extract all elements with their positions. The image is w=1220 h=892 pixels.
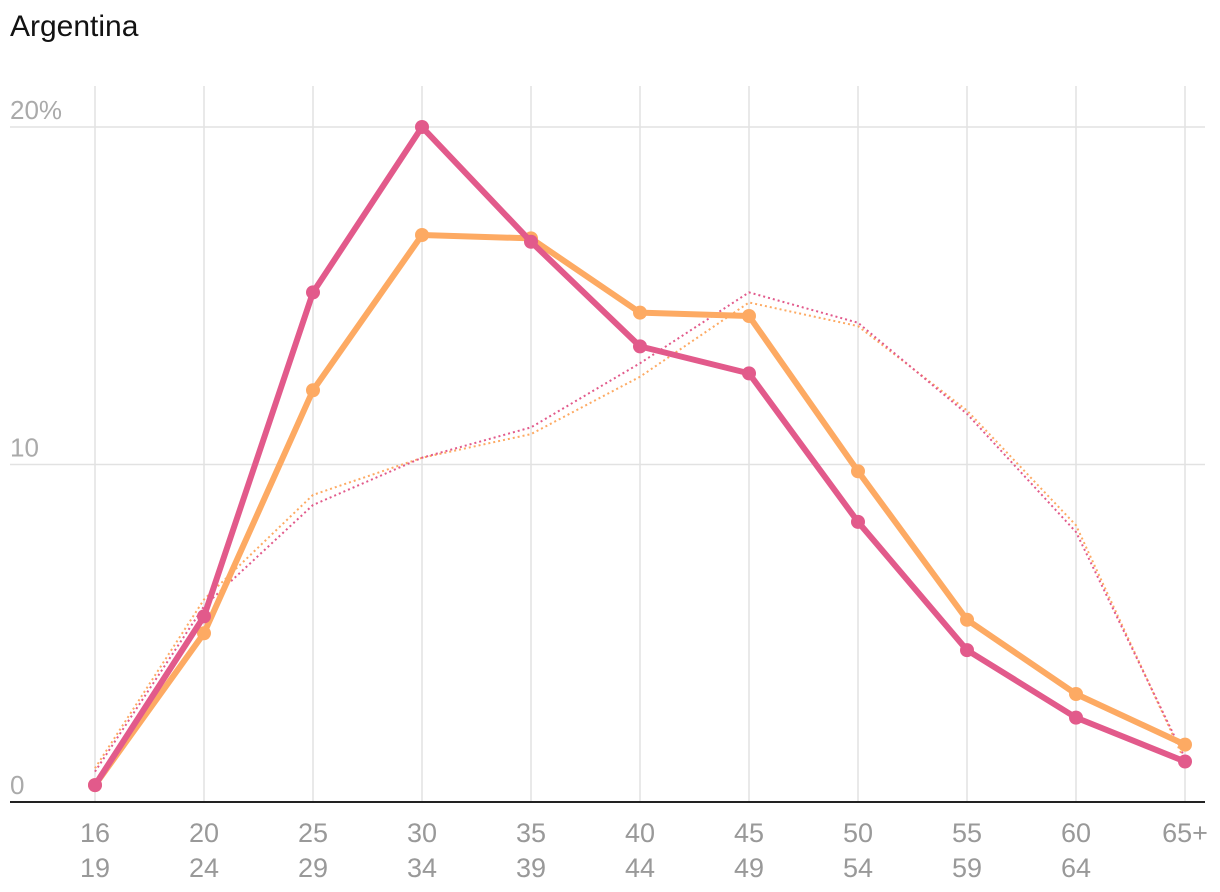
data-point bbox=[415, 228, 429, 242]
data-point bbox=[851, 514, 865, 529]
data-point bbox=[88, 778, 102, 793]
x-tick-label: 19 bbox=[80, 853, 110, 883]
y-tick-label: 10 bbox=[10, 433, 39, 463]
data-point bbox=[742, 366, 756, 381]
x-tick-label: 45 bbox=[734, 818, 764, 848]
data-point bbox=[633, 339, 647, 354]
data-point bbox=[851, 464, 865, 479]
data-point bbox=[306, 383, 320, 398]
y-tick-label: 20% bbox=[10, 95, 62, 125]
x-tick-label: 16 bbox=[80, 818, 110, 848]
x-tick-label: 54 bbox=[843, 853, 873, 883]
data-point bbox=[415, 120, 429, 134]
data-point bbox=[960, 612, 974, 627]
data-point bbox=[197, 609, 211, 624]
data-point bbox=[524, 234, 538, 249]
chart-title: Argentina bbox=[10, 10, 139, 43]
data-point bbox=[960, 643, 974, 658]
data-point bbox=[742, 309, 756, 323]
y-tick-label: 0 bbox=[10, 770, 24, 800]
x-tick-label: 65+ bbox=[1162, 818, 1208, 848]
x-tick-label: 25 bbox=[298, 818, 328, 848]
data-point bbox=[306, 285, 320, 300]
series-line-dotted bbox=[94, 291, 1186, 773]
data-point bbox=[633, 305, 647, 320]
data-point bbox=[1069, 687, 1083, 701]
x-tick-label: 30 bbox=[407, 818, 437, 848]
data-point bbox=[1178, 754, 1192, 769]
x-tick-label: 64 bbox=[1061, 853, 1091, 883]
x-tick-label: 40 bbox=[625, 818, 655, 848]
x-tick-label: 60 bbox=[1061, 818, 1091, 848]
x-tick-label: 59 bbox=[952, 853, 982, 883]
data-point bbox=[197, 626, 211, 641]
x-tick-label: 49 bbox=[734, 853, 764, 883]
x-tick-label: 20 bbox=[189, 818, 219, 848]
x-tick-label: 29 bbox=[298, 853, 328, 883]
x-tick-label: 24 bbox=[189, 853, 219, 883]
data-point bbox=[1069, 710, 1083, 725]
x-tick-label: 44 bbox=[625, 853, 655, 883]
x-tick-label: 55 bbox=[952, 818, 982, 848]
x-tick-label: 35 bbox=[516, 818, 546, 848]
data-point bbox=[1178, 737, 1192, 752]
x-tick-label: 50 bbox=[843, 818, 873, 848]
series-line-dotted bbox=[94, 301, 1186, 769]
x-tick-label: 34 bbox=[407, 853, 437, 883]
x-tick-label: 39 bbox=[516, 853, 546, 883]
